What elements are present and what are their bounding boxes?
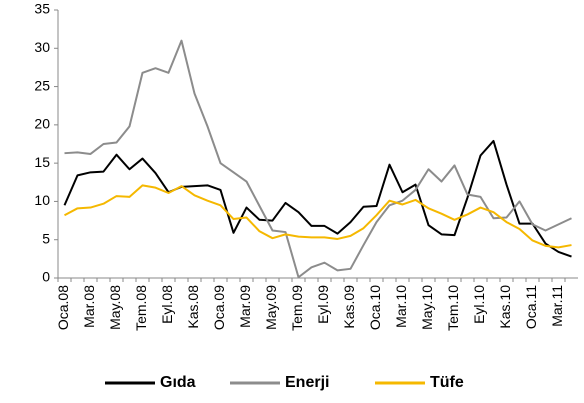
series-line (63, 139, 572, 258)
x-tick-label: Oca.09 (211, 285, 227, 330)
y-tick-label: 5 (42, 230, 50, 246)
x-tick-label: May.10 (419, 285, 435, 330)
series-line (64, 184, 572, 249)
y-tick-label: 0 (42, 269, 50, 285)
series-line (64, 39, 572, 279)
x-tick-label: Tem.10 (445, 285, 461, 331)
x-tick-label: Kas.10 (497, 285, 513, 329)
y-tick-label: 20 (34, 116, 50, 132)
x-tick-label: Mar.09 (237, 285, 253, 328)
x-tick-label: Eyl.10 (471, 285, 487, 324)
x-tick-label: May.08 (107, 285, 123, 330)
y-tick-label: 30 (34, 39, 50, 55)
y-tick-label: 10 (34, 192, 50, 208)
x-tick-label: Mar.08 (81, 285, 97, 328)
legend-label: Tüfe (430, 374, 464, 391)
x-tick-label: Oca.11 (523, 285, 539, 329)
x-tick-label: Oca.08 (55, 285, 71, 330)
x-tick-label: Eyl.09 (315, 285, 331, 324)
x-tick-label: May.09 (263, 285, 279, 330)
x-tick-label: Oca.10 (367, 285, 383, 330)
x-tick-label: Tem.09 (289, 285, 305, 331)
x-tick-label: Kas.09 (341, 285, 357, 329)
x-tick-label: Mar.10 (393, 285, 409, 328)
legend-label: Gıda (160, 374, 196, 391)
x-tick-label: Tem.08 (133, 285, 149, 331)
y-tick-label: 15 (34, 154, 50, 170)
legend-label: Enerji (285, 374, 329, 391)
y-tick-label: 25 (34, 77, 50, 93)
x-tick-label: Kas.08 (185, 285, 201, 329)
x-tick-label: Eyl.08 (159, 285, 175, 324)
x-tick-label: Mar.11 (549, 285, 565, 327)
y-tick-label: 35 (34, 1, 50, 17)
